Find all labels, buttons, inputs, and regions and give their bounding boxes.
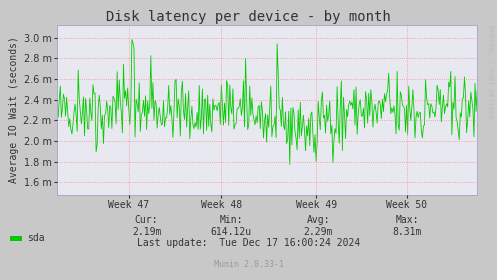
Text: Munin 2.0.33-1: Munin 2.0.33-1: [214, 260, 283, 269]
Text: 2.29m: 2.29m: [303, 227, 333, 237]
Y-axis label: Average IO Wait (seconds): Average IO Wait (seconds): [9, 36, 19, 183]
Text: Disk latency per device - by month: Disk latency per device - by month: [106, 10, 391, 24]
Text: sda: sda: [27, 233, 45, 243]
Text: 614.12u: 614.12u: [211, 227, 251, 237]
Text: Avg:: Avg:: [306, 215, 330, 225]
Text: Cur:: Cur:: [135, 215, 159, 225]
Text: Last update:  Tue Dec 17 16:00:24 2024: Last update: Tue Dec 17 16:00:24 2024: [137, 238, 360, 248]
Text: 8.31m: 8.31m: [393, 227, 422, 237]
Text: 2.19m: 2.19m: [132, 227, 162, 237]
Text: Min:: Min:: [219, 215, 243, 225]
Text: RRDTOOL / TOBI OETIKER: RRDTOOL / TOBI OETIKER: [487, 25, 493, 119]
Text: Max:: Max:: [396, 215, 419, 225]
